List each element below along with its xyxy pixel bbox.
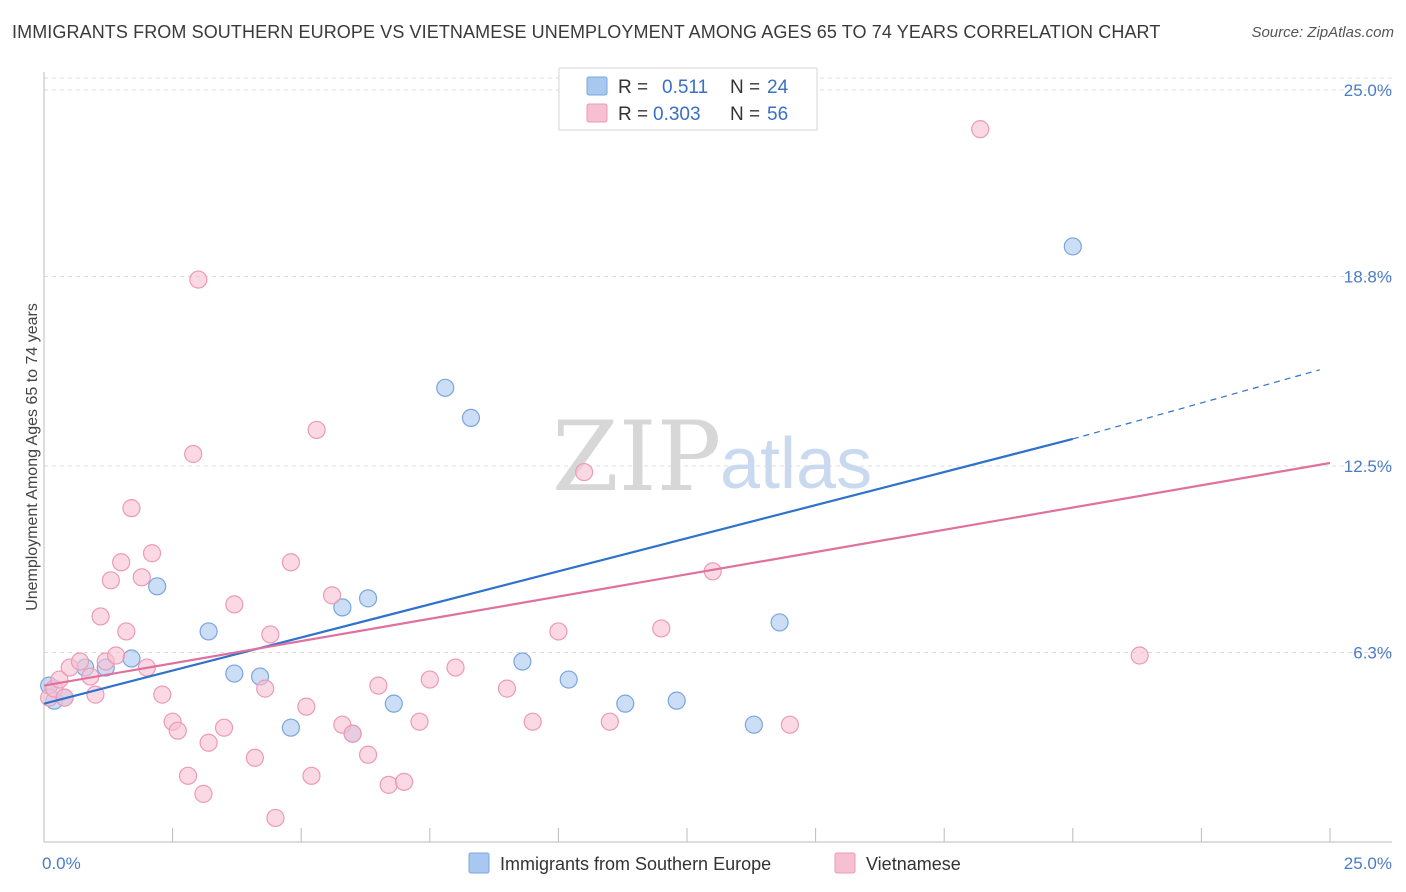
- data-point-s1-43: [410, 712, 429, 731]
- series-vietnamese-points: [40, 120, 1149, 828]
- data-point-s1-38: [343, 724, 362, 743]
- y-tick-label-3: 25.0%: [1344, 81, 1392, 100]
- data-point-s1-12: [112, 553, 131, 572]
- x-tick-label-max: 25.0%: [1344, 854, 1392, 873]
- data-point-s1-13: [117, 622, 136, 641]
- data-point-s1-11: [106, 646, 126, 665]
- chart-source: Source: ZipAtlas.com: [1251, 24, 1394, 41]
- axes: [43, 72, 1392, 843]
- legend-r-value-1: 0.511: [662, 77, 708, 98]
- data-point-s1-32: [281, 553, 301, 572]
- data-point-s1-54: [971, 120, 990, 139]
- data-point-s1-23: [189, 270, 208, 289]
- data-point-s1-49: [575, 462, 594, 482]
- chart-title: IMMIGRANTS FROM SOUTHERN EUROPE VS VIETN…: [12, 22, 1161, 42]
- data-point-s1-30: [261, 625, 280, 644]
- bottom-legend-swatch-vietnamese: [834, 852, 856, 874]
- data-point-s1-36: [322, 586, 342, 605]
- data-point-s1-20: [168, 721, 187, 740]
- data-point-s0-11: [333, 598, 352, 617]
- data-point-s1-14: [122, 499, 141, 518]
- data-point-s0-5: [122, 649, 141, 668]
- trendline-s0: [43, 437, 1074, 705]
- bottom-legend: Immigrants from Southern Europe Vietname…: [468, 852, 961, 874]
- data-point-s1-33: [297, 697, 316, 716]
- data-point-s1-29: [256, 679, 275, 698]
- data-point-s0-16: [461, 408, 481, 427]
- bottom-legend-swatch-southern-europe: [468, 852, 490, 874]
- data-point-s1-17: [142, 544, 162, 563]
- data-point-s1-39: [358, 745, 378, 764]
- data-point-s1-28: [245, 748, 265, 767]
- data-point-s0-13: [358, 589, 378, 608]
- data-point-s1-26: [214, 718, 234, 737]
- data-point-s1-25: [199, 733, 218, 752]
- data-point-s1-48: [549, 622, 568, 641]
- y-tick-labels: 6.3% 12.5% 18.8% 25.0%: [1344, 81, 1392, 662]
- legend-swatch-southern-europe: [586, 76, 608, 96]
- x-ticks: [43, 828, 1331, 842]
- legend-r-value-2: 0.303: [653, 104, 701, 125]
- data-point-s0-10: [281, 718, 301, 737]
- legend-swatch-vietnamese: [586, 103, 608, 123]
- data-point-s1-40: [369, 676, 388, 695]
- data-point-s1-53: [780, 715, 799, 734]
- data-point-s1-45: [446, 658, 465, 677]
- data-point-s0-17: [513, 652, 532, 671]
- data-point-s1-41: [379, 775, 398, 794]
- data-point-s1-44: [420, 670, 439, 689]
- legend-r-label-1: R =: [618, 77, 648, 98]
- data-point-s0-15: [436, 378, 455, 397]
- data-point-s1-51: [652, 619, 671, 638]
- data-point-s0-22: [770, 613, 789, 632]
- legend-n-label-2: N =: [730, 104, 760, 125]
- y-tick-label-1: 12.5%: [1344, 457, 1392, 476]
- legend-r-label-2: R =: [618, 104, 648, 125]
- bottom-legend-label-southern-europe: Immigrants from Southern Europe: [500, 854, 771, 874]
- x-tick-label-min: 0.0%: [42, 854, 81, 873]
- data-point-s1-8: [91, 607, 110, 626]
- trendline-extension-s0: [1072, 369, 1320, 440]
- data-point-s0-19: [616, 694, 635, 713]
- data-point-s0-14: [384, 694, 403, 713]
- data-point-s0-18: [559, 670, 578, 689]
- y-tick-label-0: 6.3%: [1353, 644, 1392, 663]
- data-point-s1-24: [194, 784, 213, 803]
- data-point-s0-21: [744, 715, 763, 734]
- trendlines: [43, 369, 1331, 705]
- data-point-s1-10: [101, 571, 120, 590]
- data-point-s1-34: [302, 766, 321, 785]
- data-point-s0-7: [199, 622, 218, 641]
- data-point-s1-5: [70, 652, 90, 671]
- data-point-s1-46: [497, 679, 517, 698]
- data-point-s1-55: [1130, 646, 1149, 665]
- data-point-s1-50: [600, 712, 619, 731]
- data-point-s1-22: [184, 444, 203, 464]
- watermark-zip: ZIP: [552, 401, 721, 513]
- data-point-s0-20: [667, 691, 686, 710]
- data-point-s1-42: [394, 772, 414, 791]
- trendline-s1: [43, 461, 1331, 687]
- y-tick-label-2: 18.8%: [1344, 268, 1392, 287]
- data-point-s1-18: [153, 685, 172, 704]
- watermark-atlas: atlas: [720, 424, 872, 504]
- data-point-s1-15: [132, 568, 151, 587]
- bottom-legend-label-vietnamese: Vietnamese: [866, 854, 961, 874]
- data-point-s0-6: [148, 577, 167, 596]
- data-point-s1-31: [266, 808, 285, 828]
- data-point-s1-27: [225, 595, 244, 614]
- watermark: ZIP atlas: [552, 401, 872, 513]
- data-point-s0-23: [1063, 237, 1082, 256]
- data-point-s1-35: [307, 420, 326, 440]
- legend-box: R = 0.511 N = 24 R = 0.303 N = 56: [558, 67, 818, 131]
- data-point-s1-21: [178, 766, 198, 785]
- legend-n-value-2: 56: [767, 104, 788, 125]
- data-point-s0-8: [225, 664, 244, 683]
- legend-n-label-1: N =: [730, 77, 760, 98]
- legend-n-value-1: 24: [767, 77, 789, 98]
- data-point-s1-47: [523, 712, 542, 731]
- y-axis-label: Unemployment Among Ages 65 to 74 years: [24, 303, 41, 611]
